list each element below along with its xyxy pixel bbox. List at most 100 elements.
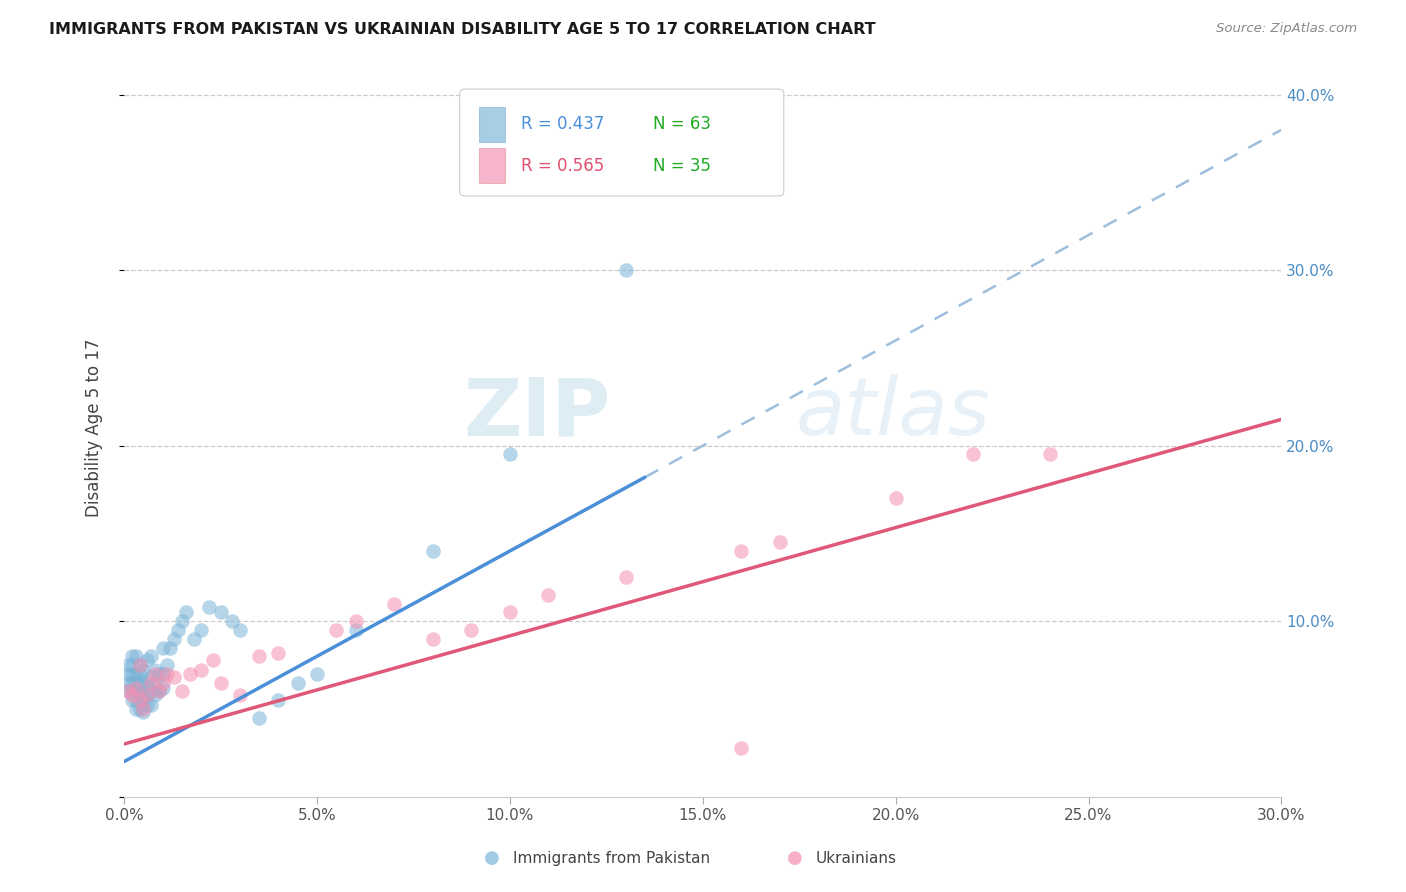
Point	[148, 684, 170, 698]
Point	[190, 623, 212, 637]
Point	[962, 447, 984, 461]
Point	[201, 653, 224, 667]
Point	[136, 698, 159, 713]
Point	[128, 658, 150, 673]
Point	[163, 632, 186, 646]
Point	[167, 623, 190, 637]
Point	[730, 740, 752, 755]
Point	[148, 684, 170, 698]
Point	[198, 600, 221, 615]
Point	[267, 646, 290, 660]
Point	[229, 688, 252, 702]
Point	[143, 663, 166, 677]
Point	[128, 693, 150, 707]
Text: N = 35: N = 35	[652, 157, 711, 175]
Point	[614, 263, 637, 277]
Point	[132, 684, 155, 698]
Point	[460, 623, 482, 637]
Point	[148, 666, 170, 681]
Point	[121, 675, 143, 690]
Point	[209, 606, 232, 620]
Point	[136, 675, 159, 690]
Point	[499, 447, 522, 461]
Point	[117, 666, 139, 681]
Point	[121, 666, 143, 681]
Point	[382, 597, 405, 611]
Point	[128, 693, 150, 707]
Point	[139, 675, 162, 690]
Point	[614, 570, 637, 584]
Point	[132, 702, 155, 716]
Text: N = 63: N = 63	[652, 115, 711, 134]
Point	[209, 675, 232, 690]
Text: R = 0.565: R = 0.565	[522, 157, 605, 175]
Point	[730, 544, 752, 558]
Point	[136, 688, 159, 702]
Point	[125, 649, 148, 664]
Point	[287, 675, 309, 690]
Point	[170, 614, 193, 628]
Point	[247, 711, 270, 725]
Point	[344, 623, 367, 637]
Point	[128, 658, 150, 673]
Point	[499, 606, 522, 620]
FancyBboxPatch shape	[479, 148, 505, 184]
Point	[229, 623, 252, 637]
Point	[125, 675, 148, 690]
Y-axis label: Disability Age 5 to 17: Disability Age 5 to 17	[86, 339, 103, 517]
Point	[344, 614, 367, 628]
Point	[190, 663, 212, 677]
Point	[163, 670, 186, 684]
Point	[179, 666, 201, 681]
Point	[155, 658, 177, 673]
Point	[884, 491, 907, 506]
Text: Immigrants from Pakistan: Immigrants from Pakistan	[513, 851, 710, 865]
Point	[117, 658, 139, 673]
Point	[152, 640, 174, 655]
Point	[121, 688, 143, 702]
FancyBboxPatch shape	[460, 89, 783, 196]
Point	[136, 688, 159, 702]
Text: ●: ●	[786, 849, 803, 867]
Text: R = 0.437: R = 0.437	[522, 115, 605, 134]
Point	[537, 588, 560, 602]
Point	[136, 653, 159, 667]
Text: ZIP: ZIP	[463, 375, 610, 452]
Point	[128, 684, 150, 698]
Point	[139, 684, 162, 698]
Point	[152, 675, 174, 690]
Point	[143, 675, 166, 690]
Point	[139, 649, 162, 664]
Point	[125, 702, 148, 716]
Point	[121, 693, 143, 707]
Point	[132, 693, 155, 707]
Point	[121, 684, 143, 698]
Point	[125, 684, 148, 698]
Point	[174, 606, 197, 620]
Point	[325, 623, 347, 637]
Point	[128, 666, 150, 681]
Point	[125, 666, 148, 681]
Point	[125, 681, 148, 695]
Point	[139, 698, 162, 713]
Text: IMMIGRANTS FROM PAKISTAN VS UKRAINIAN DISABILITY AGE 5 TO 17 CORRELATION CHART: IMMIGRANTS FROM PAKISTAN VS UKRAINIAN DI…	[49, 22, 876, 37]
Point	[121, 658, 143, 673]
Point	[128, 702, 150, 716]
Point	[143, 688, 166, 702]
Point	[117, 684, 139, 698]
Point	[132, 675, 155, 690]
Point	[247, 649, 270, 664]
Point	[125, 693, 148, 707]
Point	[155, 666, 177, 681]
Text: atlas: atlas	[796, 375, 990, 452]
Point	[152, 666, 174, 681]
Point	[159, 640, 181, 655]
Point	[221, 614, 243, 628]
Point	[422, 632, 444, 646]
Point	[183, 632, 205, 646]
Point	[152, 681, 174, 695]
Point	[422, 544, 444, 558]
Point	[267, 693, 290, 707]
Point	[128, 675, 150, 690]
Point	[305, 666, 328, 681]
